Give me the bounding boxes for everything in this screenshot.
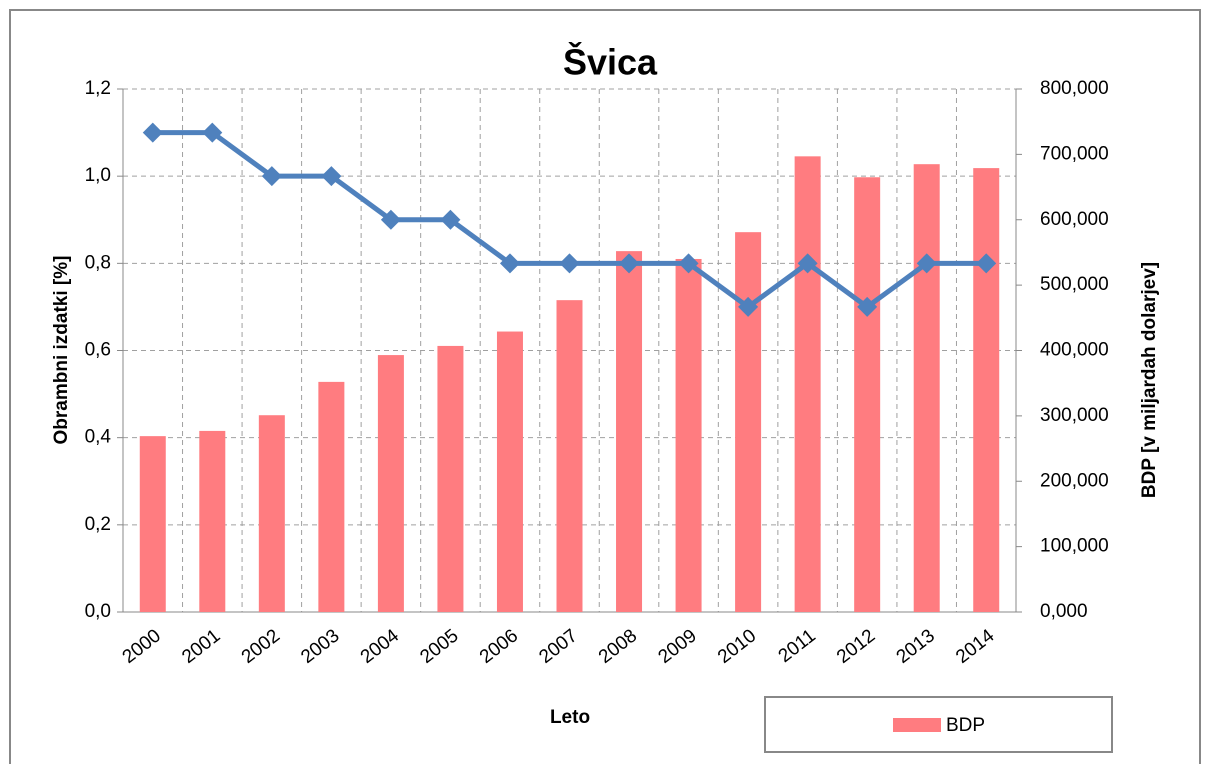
bar — [854, 177, 881, 612]
legend-swatch — [893, 718, 941, 732]
marker — [142, 122, 163, 143]
y2-tick-label: 100,000 — [1040, 536, 1109, 557]
bar — [318, 381, 345, 612]
marker — [321, 166, 342, 187]
bar — [199, 430, 226, 612]
bar — [616, 251, 643, 612]
bar — [794, 156, 821, 612]
marker — [738, 296, 759, 317]
marker — [976, 253, 997, 274]
y2-tick-label: 500,000 — [1040, 274, 1109, 295]
chart-title: Švica — [563, 41, 658, 83]
y-tick-label: 0,2 — [85, 514, 111, 535]
bar — [973, 168, 1000, 612]
marker — [202, 122, 223, 143]
y-tick-label: 1,2 — [85, 78, 111, 99]
bar — [258, 415, 285, 612]
marker — [678, 253, 699, 274]
y-axis-title: Obrambni izdatki [%] — [51, 256, 72, 445]
marker — [916, 253, 937, 274]
y2-tick-label: 800,000 — [1040, 78, 1109, 99]
bar — [675, 258, 702, 612]
y-tick-label: 0,8 — [85, 252, 111, 273]
bar — [377, 355, 404, 612]
marker — [440, 209, 461, 230]
marker — [380, 209, 401, 230]
y-tick-label: 0,4 — [85, 427, 112, 448]
marker — [797, 253, 818, 274]
bar — [496, 331, 523, 612]
legend-label: BDP — [946, 715, 985, 736]
y-tick-label: 0,6 — [85, 340, 111, 361]
y2-tick-label: 200,000 — [1040, 470, 1109, 491]
bar — [913, 164, 940, 612]
bar — [139, 436, 166, 612]
marker — [559, 253, 580, 274]
bar — [437, 345, 464, 612]
y2-tick-label: 300,000 — [1040, 405, 1109, 426]
x-axis-title: Leto — [550, 707, 590, 728]
marker — [857, 296, 878, 317]
y2-axis-title: BDP [v miljardah dolarjev] — [1139, 262, 1160, 498]
marker — [261, 166, 282, 187]
y-tick-label: 1,0 — [85, 165, 111, 186]
bar — [735, 232, 762, 612]
marker — [619, 253, 640, 274]
y2-tick-label: 700,000 — [1040, 143, 1109, 164]
marker — [499, 253, 520, 274]
y2-tick-label: 0,000 — [1040, 601, 1088, 622]
y2-tick-label: 600,000 — [1040, 209, 1109, 230]
y-tick-label: 0,0 — [85, 601, 111, 622]
y2-tick-label: 400,000 — [1040, 340, 1109, 361]
bar — [556, 300, 583, 612]
